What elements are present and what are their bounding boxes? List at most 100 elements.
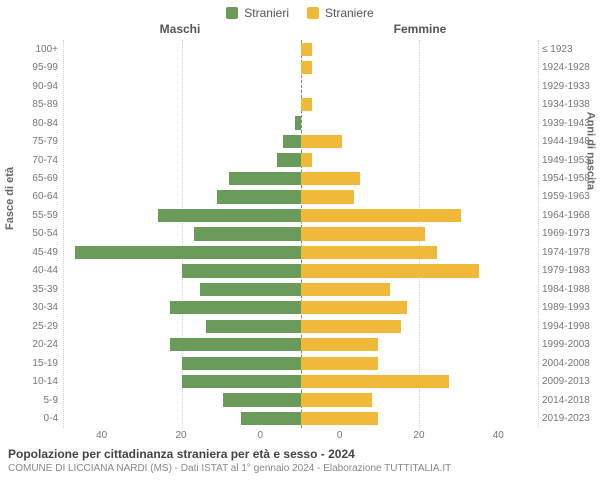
bar-half-left <box>63 169 301 187</box>
bar-male <box>182 264 301 277</box>
bar-half-right <box>301 40 539 58</box>
bar-female <box>301 357 378 370</box>
bar-female <box>301 375 449 388</box>
birthyear-tick: 1964-1968 <box>542 206 592 224</box>
age-tick: 85-89 <box>8 95 58 113</box>
birthyear-tick: 1939-1943 <box>542 114 592 132</box>
x-tick: 40 <box>62 430 141 441</box>
bar-half-left <box>63 336 301 354</box>
birthyear-tick: 1944-1948 <box>542 132 592 150</box>
age-tick: 10-14 <box>8 372 58 390</box>
header-female: Femmine <box>300 22 540 36</box>
bar-half-right <box>301 299 539 317</box>
x-axis-left: 02040 <box>62 430 300 441</box>
bar-male <box>170 301 301 314</box>
age-tick: 0-4 <box>8 409 58 427</box>
header-male: Maschi <box>60 22 300 36</box>
bar-row <box>63 409 538 427</box>
birthyear-tick: 1929-1933 <box>542 77 592 95</box>
bar-female <box>301 412 378 425</box>
bar-male <box>223 393 300 406</box>
bar-row <box>63 336 538 354</box>
bar-row <box>63 188 538 206</box>
bar-half-right <box>301 336 539 354</box>
bar-female <box>301 246 438 259</box>
x-tick: 20 <box>379 430 458 441</box>
bar-half-right <box>301 95 539 113</box>
bar-row <box>63 169 538 187</box>
footer: Popolazione per cittadinanza straniera p… <box>0 441 600 474</box>
bar-half-left <box>63 188 301 206</box>
bar-male <box>217 190 300 203</box>
bar-half-left <box>63 354 301 372</box>
bar-row <box>63 262 538 280</box>
bars-area <box>62 40 538 428</box>
bar-row <box>63 299 538 317</box>
column-headers: Maschi Femmine <box>0 22 600 40</box>
birthyear-tick: 1979-1983 <box>542 262 592 280</box>
bar-half-right <box>301 262 539 280</box>
population-pyramid-chart: Stranieri Straniere Maschi Femmine Fasce… <box>0 0 600 500</box>
bar-male <box>206 320 301 333</box>
birthyear-tick: 1959-1963 <box>542 188 592 206</box>
age-tick: 45-49 <box>8 243 58 261</box>
bar-female <box>301 98 313 111</box>
bar-half-left <box>63 280 301 298</box>
bar-half-left <box>63 391 301 409</box>
age-tick: 5-9 <box>8 391 58 409</box>
bar-male <box>158 209 301 222</box>
age-tick: 40-44 <box>8 262 58 280</box>
x-tick: 0 <box>300 430 379 441</box>
bar-female <box>301 338 378 351</box>
bar-male <box>170 338 301 351</box>
birthyear-tick: 1994-1998 <box>542 317 592 335</box>
bar-row <box>63 391 538 409</box>
bar-half-left <box>63 243 301 261</box>
bar-row <box>63 354 538 372</box>
bar-female <box>301 301 408 314</box>
bar-half-right <box>301 391 539 409</box>
bar-female <box>301 283 390 296</box>
bar-female <box>301 172 360 185</box>
birthyear-tick: 1949-1953 <box>542 151 592 169</box>
birthyear-tick: 1999-2003 <box>542 336 592 354</box>
bar-half-left <box>63 114 301 132</box>
bar-female <box>301 153 313 166</box>
bar-half-right <box>301 225 539 243</box>
bar-female <box>301 393 372 406</box>
age-tick: 80-84 <box>8 114 58 132</box>
chart-subtitle: COMUNE DI LICCIANA NARDI (MS) - Dati IST… <box>8 463 592 474</box>
bar-male <box>229 172 300 185</box>
y-axis-birthyear: ≤ 19231924-19281929-19331934-19381939-19… <box>538 40 592 428</box>
swatch-female <box>307 7 319 19</box>
bar-female <box>301 135 343 148</box>
age-tick: 75-79 <box>8 132 58 150</box>
bar-male <box>75 246 301 259</box>
bar-half-right <box>301 77 539 95</box>
bar-female <box>301 320 402 333</box>
birthyear-tick: ≤ 1923 <box>542 40 592 58</box>
bar-male <box>182 357 301 370</box>
bar-male <box>277 153 301 166</box>
bar-male <box>241 412 300 425</box>
age-tick: 65-69 <box>8 169 58 187</box>
bar-female <box>301 264 479 277</box>
age-tick: 70-74 <box>8 151 58 169</box>
x-tick: 20 <box>141 430 220 441</box>
bar-half-right <box>301 114 539 132</box>
birthyear-tick: 1989-1993 <box>542 299 592 317</box>
bar-half-left <box>63 372 301 390</box>
bar-half-right <box>301 243 539 261</box>
bar-half-left <box>63 225 301 243</box>
bar-female <box>301 227 426 240</box>
age-tick: 30-34 <box>8 299 58 317</box>
bar-half-right <box>301 132 539 150</box>
birthyear-tick: 2019-2023 <box>542 409 592 427</box>
age-tick: 15-19 <box>8 354 58 372</box>
birthyear-tick: 1969-1973 <box>542 225 592 243</box>
bar-male <box>283 135 301 148</box>
age-tick: 20-24 <box>8 336 58 354</box>
legend: Stranieri Straniere <box>0 0 600 22</box>
swatch-male <box>226 7 238 19</box>
bar-half-right <box>301 409 539 427</box>
